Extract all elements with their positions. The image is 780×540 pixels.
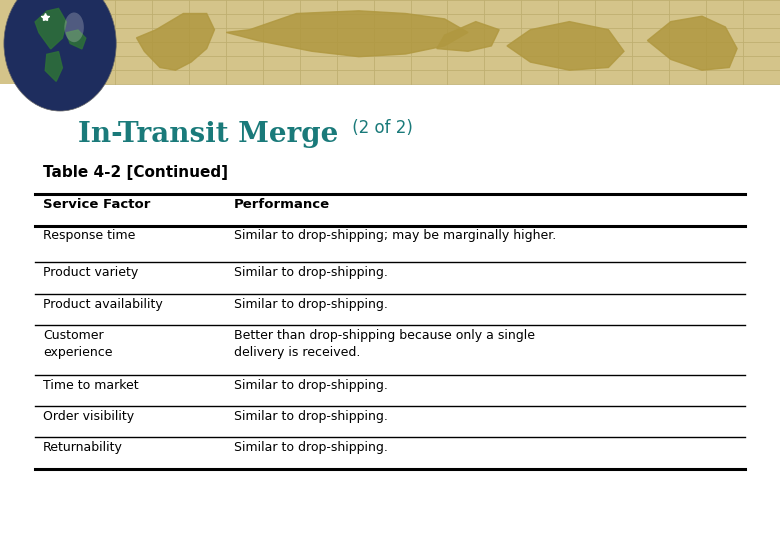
Text: Similar to drop-shipping.: Similar to drop-shipping. — [234, 379, 388, 392]
Text: In-Transit Merge: In-Transit Merge — [78, 122, 339, 148]
Text: Time to market: Time to market — [43, 379, 139, 392]
Text: Product availability: Product availability — [43, 298, 163, 310]
Polygon shape — [226, 11, 468, 57]
Text: Product variety: Product variety — [43, 266, 138, 279]
Text: Similar to drop-shipping.: Similar to drop-shipping. — [234, 298, 388, 310]
Text: Better than drop-shipping because only a single
delivery is received.: Better than drop-shipping because only a… — [234, 329, 535, 359]
Text: (2 of 2): (2 of 2) — [347, 119, 413, 137]
Polygon shape — [647, 16, 737, 70]
Text: Order visibility: Order visibility — [43, 410, 134, 423]
Text: Similar to drop-shipping.: Similar to drop-shipping. — [234, 266, 388, 279]
Polygon shape — [136, 14, 215, 70]
Text: Similar to drop-shipping.: Similar to drop-shipping. — [234, 410, 388, 423]
Polygon shape — [35, 9, 66, 49]
Text: Customer
experience: Customer experience — [43, 329, 112, 359]
Text: Performance: Performance — [234, 198, 330, 211]
Text: Returnability: Returnability — [43, 441, 122, 454]
Bar — [0, 0, 780, 84]
Polygon shape — [45, 52, 62, 82]
Text: Response time: Response time — [43, 230, 135, 242]
Polygon shape — [507, 22, 624, 70]
Polygon shape — [66, 30, 86, 49]
Text: Similar to drop-shipping.: Similar to drop-shipping. — [234, 441, 388, 454]
Text: Similar to drop-shipping; may be marginally higher.: Similar to drop-shipping; may be margina… — [234, 230, 556, 242]
Text: Table 4-2 [Continued]: Table 4-2 [Continued] — [43, 165, 228, 180]
Polygon shape — [437, 22, 499, 51]
Text: Service Factor: Service Factor — [43, 198, 151, 211]
Ellipse shape — [64, 12, 84, 42]
Ellipse shape — [4, 0, 116, 111]
